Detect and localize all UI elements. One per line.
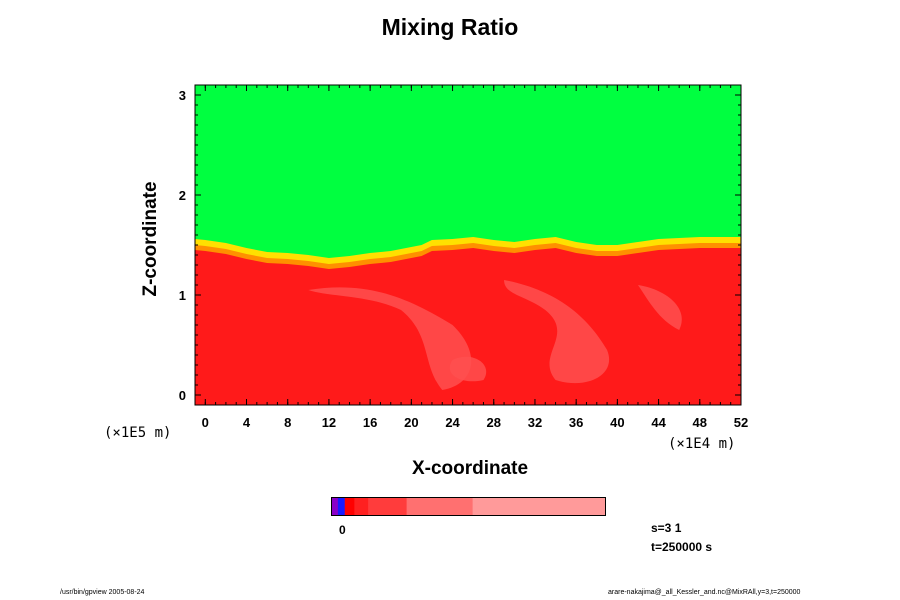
colorbar-level-2 [337,497,346,516]
x-tick-label: 32 [528,415,542,430]
footer-right: arare-nakajima@_all_Kessler_and.nc@MixRA… [608,589,801,596]
colorbar-level-6 [406,497,474,516]
x-tick-label: 4 [243,415,251,430]
colorbar-level-5 [368,497,408,516]
swirl-2 [504,280,610,384]
footer-left: /usr/bin/gpview 2005-08-24 [60,589,145,596]
x-tick-label: 8 [284,415,291,430]
x-tick-label: 40 [610,415,624,430]
x-tick-label: 24 [445,415,460,430]
x-tick-label: 0 [202,415,209,430]
colorbar-level-3 [344,497,355,516]
y-tick-label: 3 [179,88,186,103]
swirl-3 [637,285,682,330]
x-tick-label: 48 [693,415,707,430]
y-tick-label: 1 [179,288,186,303]
x-tick-label: 36 [569,415,583,430]
x-scale-note: (×1E4 m) [668,436,736,452]
y-tick-label: 2 [179,188,186,203]
y-scale-note: (×1E5 m) [104,425,172,441]
colorbar-level-4 [354,497,369,516]
x-tick-label: 16 [363,415,377,430]
colorbar-level-1 [331,497,339,516]
colorbar [331,497,606,516]
colorbar-zero-label: 0 [339,523,346,537]
chart-title: Mixing Ratio [381,14,519,40]
region-lower-layer [195,248,741,405]
x-tick-label: 12 [322,415,336,430]
x-axis-label: X-coordinate [411,458,529,479]
y-axis-label: Z-coordinate [140,181,161,297]
swirl-1 [308,287,472,390]
y-tick-label: 0 [179,388,186,403]
colorbar-level-7 [472,497,606,516]
x-tick-label: 20 [404,415,418,430]
step-info: s=3 1 [651,521,682,535]
time-info: t=250000 s [651,540,713,554]
swirl-4 [449,356,487,382]
region-transition-orange [195,243,741,273]
x-tick-label: 44 [651,415,666,430]
x-tick-label: 28 [487,415,501,430]
colorbar-frame [331,497,606,516]
x-tick-label: 52 [734,415,748,430]
